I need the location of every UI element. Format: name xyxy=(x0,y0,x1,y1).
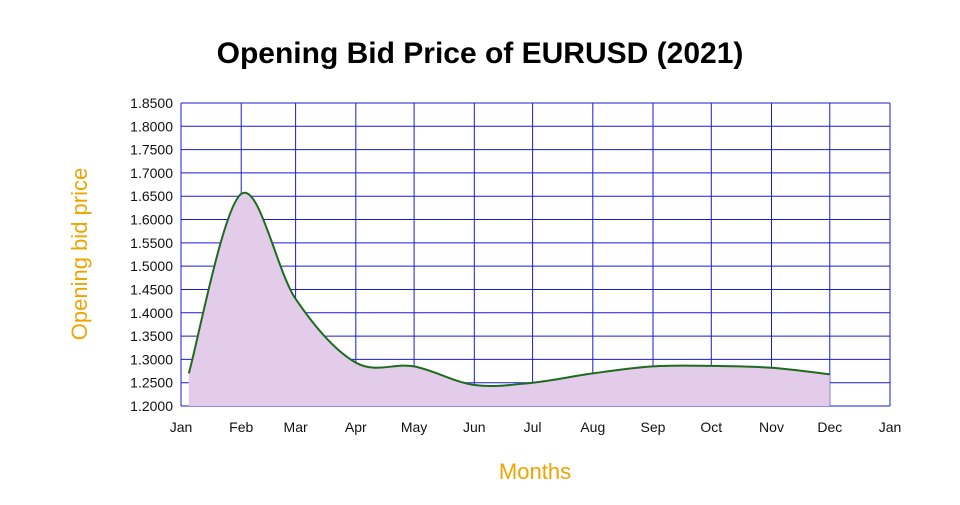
y-tick-label: 1.2500 xyxy=(130,375,173,391)
y-tick-label: 1.5500 xyxy=(130,235,173,251)
y-tick-label: 1.8500 xyxy=(130,95,173,111)
y-tick-label: 1.3500 xyxy=(130,328,173,344)
y-tick-label: 1.7500 xyxy=(130,142,173,158)
y-axis-title: Opening bid price xyxy=(67,168,92,340)
x-tick-label: Nov xyxy=(759,419,784,435)
x-tick-label: Jan xyxy=(170,419,193,435)
y-tick-label: 1.7000 xyxy=(130,165,173,181)
y-tick-label: 1.4500 xyxy=(130,281,173,297)
area-fill xyxy=(189,193,830,406)
x-tick-label: Mar xyxy=(284,419,308,435)
y-tick-label: 1.6000 xyxy=(130,212,173,228)
y-tick-label: 1.6500 xyxy=(130,188,173,204)
x-axis-ticks: Jan Feb Mar Apr May Jun Jul Aug Sep Oct Nov Dec Jan xyxy=(170,419,902,435)
y-tick-label: 1.3000 xyxy=(130,351,173,367)
y-tick-label: 1.4000 xyxy=(130,305,173,321)
x-tick-label: Jul xyxy=(524,419,542,435)
y-tick-label: 1.5000 xyxy=(130,258,173,274)
y-tick-label: 1.2000 xyxy=(130,398,173,414)
area-series xyxy=(189,193,830,406)
x-tick-label: Sep xyxy=(641,419,666,435)
x-tick-label: Jan xyxy=(879,419,902,435)
x-tick-label: Feb xyxy=(229,419,253,435)
y-tick-label: 1.8000 xyxy=(130,118,173,134)
chart-title: Opening Bid Price of EURUSD (2021) xyxy=(217,37,744,70)
x-tick-label: Aug xyxy=(580,419,605,435)
x-tick-label: Jun xyxy=(463,419,486,435)
x-axis-title: Months xyxy=(499,459,571,484)
x-tick-label: Oct xyxy=(700,419,722,435)
x-tick-label: Dec xyxy=(817,419,842,435)
x-tick-label: May xyxy=(401,419,427,435)
x-tick-label: Apr xyxy=(345,419,367,435)
y-axis-ticks: 1.2000 1.2500 1.3000 1.3500 1.4000 1.4500 1.50… xyxy=(130,95,173,414)
